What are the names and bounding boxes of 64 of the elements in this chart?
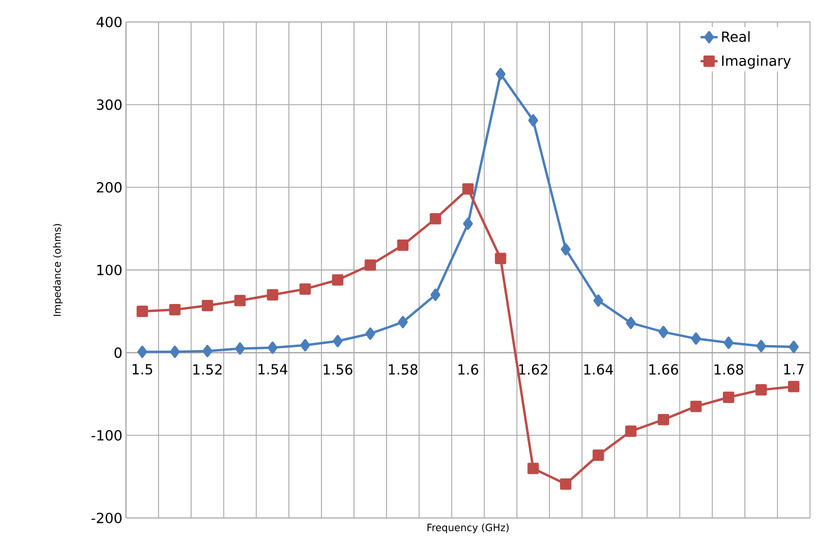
y-tick-label: -100 [92, 430, 122, 441]
point [463, 218, 473, 230]
x-tick-label: 1.6 [458, 364, 478, 375]
point [332, 334, 343, 348]
point [136, 306, 148, 318]
point [496, 68, 506, 80]
x-tick-label: 1.54 [258, 364, 288, 375]
point [398, 316, 408, 328]
point [658, 414, 670, 426]
point [527, 462, 539, 474]
point [691, 332, 701, 345]
point [494, 252, 506, 264]
point [365, 327, 376, 340]
point [788, 340, 799, 354]
point [592, 449, 604, 461]
point [724, 336, 734, 349]
point [430, 288, 440, 301]
legend-label: Imaginary [722, 55, 791, 69]
x-tick-label: 1.52 [193, 364, 222, 375]
x-tick-label: 1.68 [714, 364, 744, 375]
point [332, 274, 344, 286]
point [756, 340, 766, 352]
point [722, 392, 734, 403]
x-tick-label: 1.7 [784, 364, 804, 374]
legend-label: Real [722, 31, 750, 42]
x-tick-label: 1.62 [519, 364, 548, 375]
x-axis-title: Frequency (GHz) [428, 524, 509, 534]
x-tick-label: 1.5 [132, 364, 152, 375]
point [266, 289, 278, 300]
point [202, 344, 212, 358]
point [755, 384, 767, 396]
y-tick-label: 400 [96, 16, 122, 28]
point [170, 346, 180, 358]
point [364, 259, 376, 271]
x-tick-label: 1.66 [649, 364, 678, 375]
point [169, 304, 181, 316]
point [462, 183, 474, 195]
point [593, 294, 604, 307]
x-tick-label: 1.58 [388, 364, 418, 375]
point [235, 342, 245, 355]
point [658, 326, 668, 338]
point [202, 300, 214, 312]
point [268, 342, 278, 354]
point [560, 243, 571, 256]
x-tick-label: 1.56 [324, 364, 352, 375]
point [626, 316, 636, 330]
point [137, 346, 148, 358]
point [300, 339, 310, 352]
point [397, 240, 409, 251]
y-tick-label: 200 [96, 182, 122, 193]
y-tick-label: 300 [96, 99, 122, 110]
point [528, 114, 538, 127]
point [430, 213, 442, 224]
y-tick-label: 100 [97, 264, 122, 276]
point [788, 380, 800, 392]
point [690, 400, 702, 412]
point [234, 294, 246, 306]
point [560, 478, 572, 490]
y-tick-label: -200 [92, 512, 122, 524]
x-tick-label: 1.64 [584, 364, 614, 375]
y-tick-label: 0 [114, 347, 122, 358]
point [299, 283, 311, 295]
y-axis-title: Impedance (ohms) [53, 224, 63, 316]
point [625, 426, 637, 437]
